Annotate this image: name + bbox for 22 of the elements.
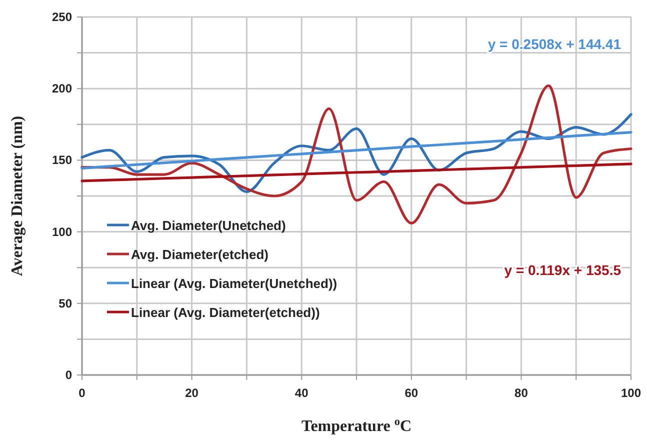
y-tick-label: 150 [52,153,72,168]
x-tick-label: 60 [404,386,418,400]
x-tick-label: 40 [294,386,309,400]
annotation: y = 0.119x + 135.5 [504,262,622,278]
x-tick-label: 0 [78,386,86,400]
y-axis-title: Average Diameter (nm) [9,116,26,276]
line-series [80,130,632,170]
legend-label: Linear (Avg. Diameter(etched)) [131,305,320,320]
x-tick-label: 80 [514,386,528,400]
y-tick-label: 50 [58,296,72,310]
x-tick-label: 20 [185,386,199,400]
annotation: y = 0.2508x + 144.41 [488,36,622,52]
y-tick-label: 0 [65,368,72,382]
x-axis-title: Temperature $^{o}$C [301,416,412,435]
y-tick-label: 200 [52,82,72,96]
legend-label: Avg. Diameter(etched) [131,247,268,262]
legend-label: Linear (Avg. Diameter(Unetched)) [131,276,338,291]
legend-label: Avg. Diameter(Unetched) [131,218,286,233]
y-tick-label: 250 [52,10,72,24]
line-series [80,162,632,182]
x-tick-label: 100 [620,386,642,400]
y-tick-label: 100 [52,224,72,239]
